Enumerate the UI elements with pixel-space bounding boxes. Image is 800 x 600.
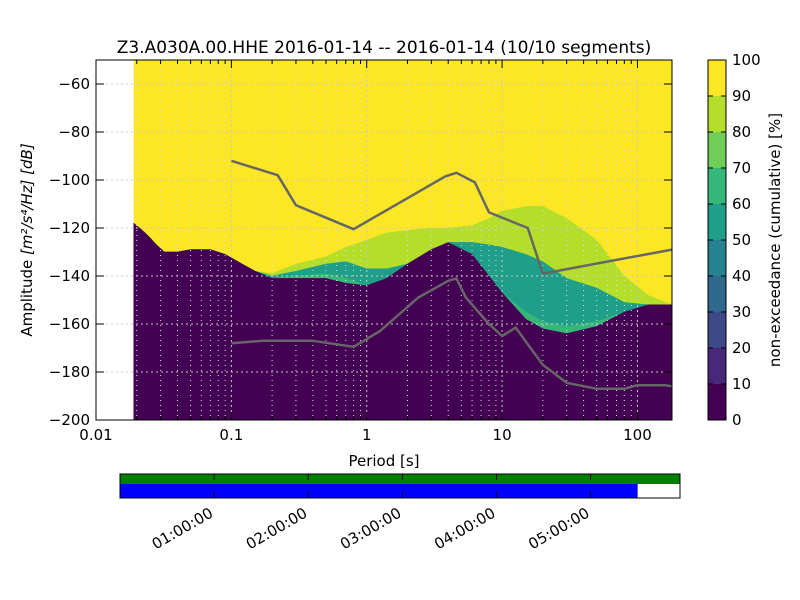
y-axis-label: Amplitude [m²/s⁴/Hz] [dB] [18, 143, 36, 336]
y-tick-label: −180 [49, 363, 90, 381]
coverage-bars [120, 474, 680, 498]
y-tick-label: −80 [58, 123, 90, 141]
x-tick-label: 100 [623, 426, 652, 444]
colorbar: 0 10 20 30 40 50 60 70 80 90 100 non-exceedance (c… [707, 51, 784, 429]
x-tick-label: 0.1 [219, 426, 243, 444]
y-tick-label: −60 [58, 75, 90, 93]
y-axis-label-prefix: Amplitude [18, 255, 36, 337]
colorbar-tick-label: 80 [732, 123, 751, 141]
colorbar-level [708, 132, 726, 168]
chart-title: Z3.A030A.00.HHE 2016-01-14 -- 2016-01-14… [117, 38, 652, 58]
colorbar-tick-label: 0 [732, 411, 742, 429]
colorbar-tick-label: 50 [732, 231, 751, 249]
colorbar-ticks: 0 10 20 30 40 50 60 70 80 90 100 [708, 51, 761, 429]
colorbar-level [708, 240, 726, 276]
y-axis-label-units: [m²/s⁴/Hz] [dB] [18, 143, 36, 255]
colorbar-tick-label: 100 [732, 51, 761, 69]
psd-heatmap [133, 60, 672, 420]
colorbar-level [708, 96, 726, 132]
colorbar-level [708, 204, 726, 240]
colorbar-level [708, 168, 726, 204]
x-axis: 0.01 0.1 1 10 100 [79, 60, 652, 444]
plot-frame [95, 59, 673, 421]
colorbar-label: non-exceedance (cumulative) [%] [766, 113, 784, 367]
grid [96, 60, 672, 420]
colorbar-tick-label: 70 [732, 159, 751, 177]
y-tick-label: −120 [49, 219, 90, 237]
plot-area: 0.01 0.1 1 10 100 −60 −80 −100 −120 −140 −160 −180… [49, 59, 673, 444]
colorbar-level [708, 60, 726, 96]
coverage-bar-green [120, 474, 680, 484]
reference-curve-low [231, 277, 672, 391]
colorbar-level [708, 348, 726, 384]
colorbar-tick-label: 30 [732, 303, 751, 321]
timeline-frame [119, 473, 681, 499]
colorbar-tick-label: 10 [732, 375, 751, 393]
colorbar-level [708, 276, 726, 312]
colorbar-tick-label: 40 [732, 267, 751, 285]
reference-curve-high [231, 159, 672, 275]
heatmap-band-bottom [133, 222, 672, 420]
y-axis: −60 −80 −100 −120 −140 −160 −180 −200 [49, 75, 672, 429]
coverage-bar-blue [120, 484, 638, 498]
y-tick-label: −140 [49, 267, 90, 285]
x-tick-label: 0.01 [79, 426, 112, 444]
colorbar-tick-label: 60 [732, 195, 751, 213]
colorbar-level [708, 384, 726, 420]
colorbar-level [708, 312, 726, 348]
x-axis-label: Period [s] [348, 452, 419, 470]
x-tick-label: 1 [362, 426, 372, 444]
reference-curves [231, 159, 672, 391]
colorbar-tick-label: 20 [732, 339, 751, 357]
y-tick-label: −100 [49, 171, 90, 189]
colorbar-tick-label: 90 [732, 87, 751, 105]
y-tick-label: −200 [49, 411, 90, 429]
x-tick-label: 10 [493, 426, 512, 444]
colorbar-levels [708, 60, 726, 420]
y-tick-label: −160 [49, 315, 90, 333]
